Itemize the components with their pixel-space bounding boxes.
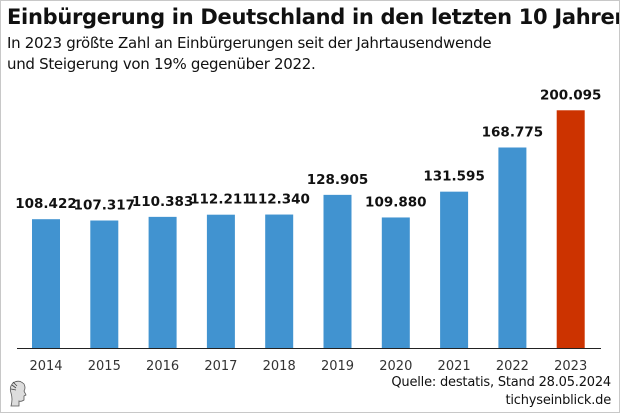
- x-tick-label-2020: 2020: [379, 359, 412, 374]
- x-tick-label-2022: 2022: [496, 359, 529, 374]
- data-label-2020: 109.880: [365, 194, 427, 210]
- bar-2020: [381, 217, 410, 348]
- chart-subtitle-line-2: und Steigerung von 19% gegenüber 2022.: [7, 55, 316, 73]
- data-label-2021: 131.595: [423, 169, 485, 185]
- bar-2023: [556, 110, 585, 348]
- chart-title: Einbürgerung in Deutschland in den letzt…: [7, 5, 620, 29]
- bar-2019: [323, 194, 352, 348]
- data-label-2023: 200.095: [540, 87, 602, 103]
- x-tick-label-2014: 2014: [29, 359, 62, 374]
- bar-2017: [206, 214, 235, 348]
- classical-head-logo-icon: [9, 380, 27, 407]
- x-tick-label-2017: 2017: [204, 359, 237, 374]
- x-tick-label-2015: 2015: [88, 359, 121, 374]
- data-label-2016: 110.383: [132, 194, 194, 210]
- x-tick-label-2023: 2023: [554, 359, 587, 374]
- bar-2021: [440, 191, 469, 348]
- x-tick-label-2016: 2016: [146, 359, 179, 374]
- bar-2015: [90, 220, 119, 348]
- bar-2018: [265, 214, 294, 348]
- x-tick-label-2021: 2021: [438, 359, 471, 374]
- site-credit: tichyseinblick.de: [505, 393, 611, 408]
- chart-subtitle-line-1: In 2023 größte Zahl an Einbürgerungen se…: [7, 34, 492, 52]
- data-label-2018: 112.340: [248, 192, 310, 208]
- x-tick-label-2019: 2019: [321, 359, 354, 374]
- bar-2016: [148, 216, 177, 348]
- data-label-2017: 112.211: [190, 192, 252, 208]
- data-label-2014: 108.422: [15, 196, 77, 212]
- source-note: Quelle: destatis, Stand 28.05.2024: [391, 375, 611, 390]
- data-label-2019: 128.905: [307, 172, 369, 188]
- bar-2022: [498, 147, 527, 348]
- data-label-2015: 107.317: [74, 198, 136, 214]
- bar-2014: [32, 219, 60, 348]
- data-label-2022: 168.775: [482, 124, 544, 140]
- x-tick-label-2018: 2018: [263, 359, 296, 374]
